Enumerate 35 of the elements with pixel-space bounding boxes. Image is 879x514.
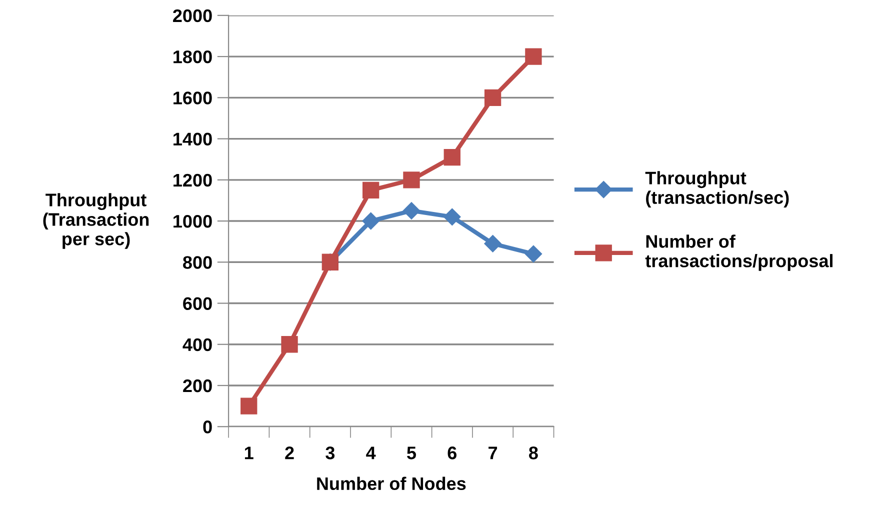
point	[403, 172, 420, 188]
x-tick-label: 8	[528, 446, 538, 460]
x-tick-label: 7	[488, 446, 498, 460]
point	[362, 212, 380, 230]
point	[402, 202, 420, 220]
x-tick-label: 5	[407, 446, 416, 460]
point	[484, 235, 502, 252]
point	[362, 182, 380, 199]
point	[444, 208, 461, 226]
x-tick-label: 1	[244, 446, 254, 460]
y-axis-title: Throughput (Transaction per sec)	[43, 193, 149, 249]
point	[281, 336, 298, 353]
y-tick-label: 400	[182, 338, 212, 352]
point	[240, 398, 258, 414]
x-tick-label: 6	[448, 446, 457, 460]
y-tick-label: 1800	[174, 50, 212, 64]
point	[525, 48, 542, 65]
x-tick-label: 2	[285, 446, 294, 460]
y-tick-label: 2000	[173, 9, 212, 22]
y-tick-label: 1600	[174, 92, 212, 104]
y-tick-label: 1400	[174, 132, 212, 146]
point	[484, 89, 502, 106]
y-tick-label: 200	[183, 379, 212, 392]
y-tick-label: 1000	[174, 214, 212, 228]
legend-label: Number of transactions/proposal	[645, 234, 832, 271]
y-tick-label: 1200	[174, 174, 212, 187]
point	[524, 245, 542, 262]
x-tick-label: 4	[366, 446, 376, 460]
legend-label: Throughput (transaction/sec)	[645, 171, 789, 208]
x-axis-title: Number of Nodes	[317, 476, 466, 490]
y-tick-label: 800	[183, 256, 212, 269]
y-tick-label: 600	[183, 297, 212, 310]
point	[444, 148, 460, 166]
x-tick-label: 3	[326, 446, 335, 460]
y-tick-label: 0	[203, 420, 212, 434]
